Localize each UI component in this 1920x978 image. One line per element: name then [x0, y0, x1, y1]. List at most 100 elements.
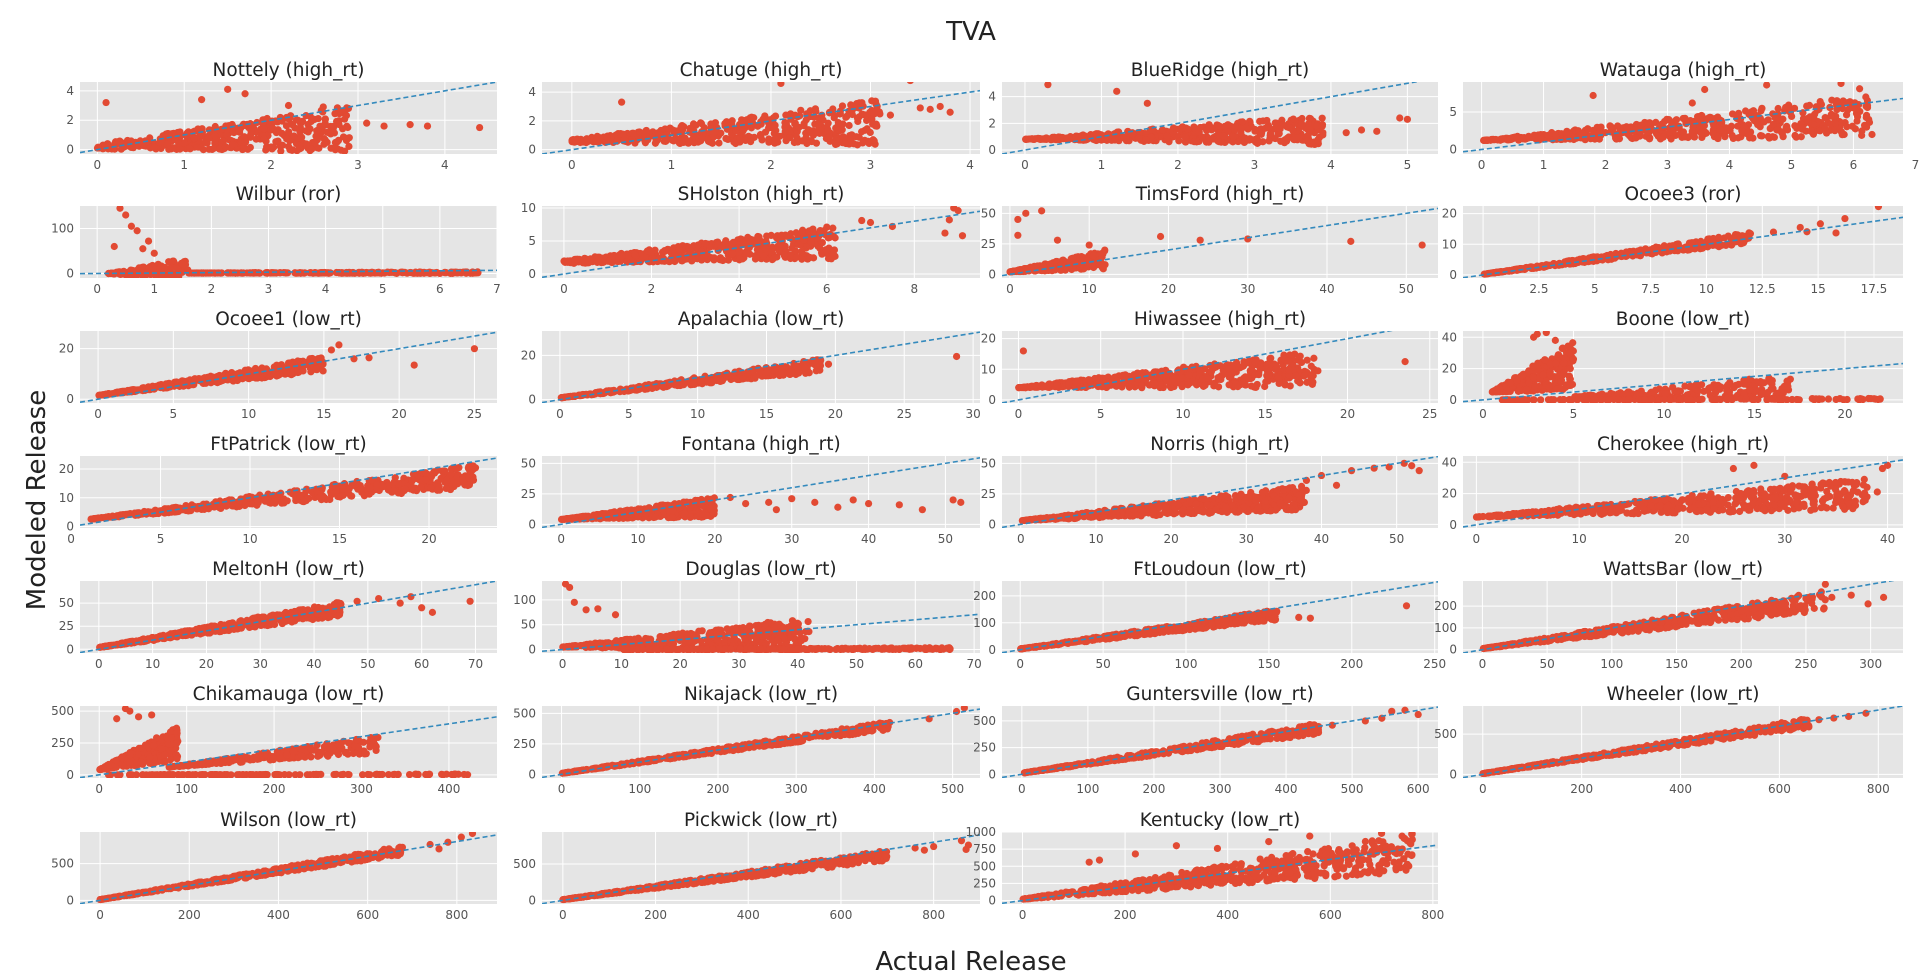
- x-tick-label: 4: [441, 158, 449, 172]
- data-point: [1296, 379, 1304, 387]
- data-point: [272, 128, 281, 137]
- data-point: [807, 129, 815, 137]
- data-point: [1728, 110, 1737, 118]
- data-point: [1858, 127, 1866, 135]
- data-point: [1688, 239, 1696, 247]
- data-point: [1837, 82, 1845, 88]
- data-point: [216, 145, 224, 153]
- data-point: [728, 121, 736, 129]
- data-point: [843, 112, 851, 120]
- data-point: [798, 228, 806, 236]
- data-point: [197, 143, 205, 152]
- x-tick-label: 3: [354, 158, 362, 172]
- data-point: [1158, 126, 1167, 134]
- data-point: [1313, 122, 1321, 130]
- data-point: [858, 128, 866, 136]
- data-point: [704, 377, 712, 385]
- data-point: [273, 371, 281, 379]
- data-point: [260, 125, 268, 133]
- data-point: [780, 251, 789, 259]
- data-point: [707, 120, 715, 128]
- data-point: [221, 143, 230, 151]
- data-point: [629, 129, 637, 137]
- data-point: [1250, 383, 1258, 391]
- data-point: [848, 106, 856, 115]
- x-tick-label: 50: [1399, 282, 1414, 296]
- data-point: [1832, 229, 1840, 237]
- data-point: [1798, 124, 1807, 132]
- data-point: [803, 139, 811, 147]
- x-tick-label: 2: [767, 158, 775, 172]
- data-point: [716, 376, 725, 384]
- data-point: [476, 123, 484, 132]
- data-point: [433, 268, 441, 277]
- data-point: [1714, 134, 1722, 143]
- x-tick-label: 5: [1591, 282, 1599, 296]
- data-point: [704, 135, 712, 144]
- x-tick-label: 3: [867, 158, 875, 172]
- data-point: [1519, 135, 1527, 143]
- x-tick-label: 20: [1161, 282, 1176, 296]
- data-point: [1225, 381, 1233, 389]
- data-point: [710, 254, 718, 262]
- data-point: [717, 129, 725, 137]
- data-point: [1729, 133, 1737, 141]
- subplot-title: BlueRidge (high_rt): [1131, 60, 1310, 81]
- data-point: [748, 114, 756, 122]
- data-point: [1304, 131, 1312, 139]
- data-point: [286, 112, 295, 120]
- y-tick-label: 10: [1442, 237, 1457, 251]
- data-point: [1241, 373, 1250, 381]
- data-point: [145, 265, 153, 273]
- data-point: [783, 232, 791, 240]
- x-tick-label: 0: [94, 158, 102, 172]
- data-point: [1306, 125, 1314, 134]
- data-point: [1862, 93, 1870, 101]
- data-point: [1714, 241, 1722, 249]
- data-point: [144, 237, 153, 245]
- data-point: [1049, 133, 1057, 141]
- data-point: [1156, 232, 1165, 241]
- x-tick-label: 4: [966, 158, 974, 172]
- data-point: [423, 122, 432, 130]
- data-point: [273, 361, 281, 369]
- data-point: [339, 125, 347, 133]
- data-point: [342, 269, 351, 277]
- x-tick-label: 0: [1478, 158, 1486, 172]
- data-point: [345, 142, 353, 151]
- data-point: [786, 134, 794, 142]
- data-point: [1077, 135, 1085, 143]
- data-point: [581, 259, 589, 267]
- data-point: [1868, 130, 1876, 139]
- data-point: [743, 369, 751, 377]
- y-tick-label: 0: [66, 267, 74, 281]
- x-tick-label: 0: [94, 407, 102, 421]
- subplot-title: TimsFord (high_rt): [1135, 184, 1305, 205]
- data-point: [702, 129, 710, 137]
- data-point: [1195, 128, 1203, 136]
- data-point: [1736, 115, 1745, 123]
- data-point: [230, 123, 238, 131]
- data-point: [767, 248, 775, 256]
- x-tick-label: 15: [759, 407, 774, 421]
- x-tick-label: 1: [668, 158, 676, 172]
- data-point: [1792, 133, 1800, 141]
- data-point: [1709, 129, 1717, 137]
- data-point: [1535, 263, 1544, 271]
- data-point: [804, 112, 812, 120]
- data-point: [941, 229, 949, 237]
- x-axis-label: Actual Release: [875, 947, 1066, 977]
- data-point: [1373, 127, 1381, 135]
- data-point: [870, 110, 878, 118]
- data-point: [1014, 231, 1022, 239]
- data-point: [1214, 375, 1223, 383]
- x-tick-label: 8: [910, 282, 918, 296]
- data-point: [1201, 381, 1209, 389]
- data-point: [355, 268, 363, 276]
- data-point: [1689, 123, 1697, 131]
- data-point: [314, 114, 322, 123]
- data-point: [719, 256, 727, 264]
